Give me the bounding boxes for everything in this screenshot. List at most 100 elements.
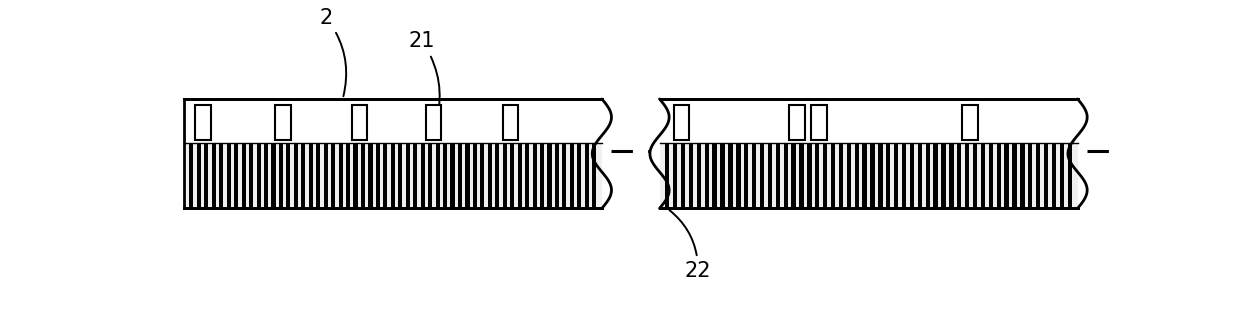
Bar [197, 144, 201, 207]
Bar [737, 144, 740, 207]
Bar [346, 144, 350, 207]
Bar [838, 144, 843, 207]
Bar [1068, 144, 1071, 207]
Bar [205, 144, 208, 207]
Bar [249, 144, 253, 207]
Bar [713, 144, 717, 207]
Bar [660, 99, 1078, 143]
Bar [957, 144, 961, 207]
Bar [548, 144, 552, 207]
Bar [1044, 144, 1048, 207]
Bar [760, 144, 764, 207]
Bar [502, 144, 507, 207]
Bar [847, 144, 851, 207]
Bar [272, 144, 275, 207]
Bar [539, 144, 544, 207]
Bar [665, 144, 670, 207]
Bar [234, 144, 238, 207]
Text: 22: 22 [670, 210, 712, 281]
Bar [751, 144, 756, 207]
Bar [1037, 144, 1040, 207]
Bar [495, 144, 500, 207]
Bar [863, 144, 867, 207]
Bar [316, 144, 320, 207]
Bar [925, 144, 930, 207]
Bar [413, 144, 418, 207]
Bar [532, 144, 537, 207]
Bar [1012, 144, 1017, 207]
Bar [331, 144, 335, 207]
Bar [800, 144, 804, 207]
Bar [242, 144, 246, 207]
Bar [324, 144, 327, 207]
Text: 2: 2 [320, 7, 346, 96]
Bar [517, 144, 522, 207]
Bar [227, 144, 231, 207]
Bar [593, 144, 596, 207]
Bar [681, 144, 686, 207]
Bar [570, 144, 574, 207]
Bar [487, 144, 492, 207]
Bar [391, 144, 394, 207]
Bar [398, 144, 402, 207]
Bar [870, 144, 874, 207]
Bar [184, 143, 601, 208]
Bar [339, 144, 342, 207]
Bar [275, 105, 290, 140]
Bar [962, 105, 977, 140]
Bar [997, 144, 1001, 207]
Bar [950, 144, 954, 207]
Bar [585, 144, 589, 207]
Bar [815, 144, 820, 207]
Bar [309, 144, 312, 207]
Bar [981, 144, 985, 207]
Bar [1028, 144, 1033, 207]
Bar [901, 144, 906, 207]
Bar [1060, 144, 1064, 207]
Bar [286, 144, 290, 207]
Bar [219, 144, 223, 207]
Bar [697, 144, 701, 207]
Bar [688, 144, 693, 207]
Bar [831, 144, 836, 207]
Bar [301, 144, 305, 207]
Bar [465, 144, 470, 207]
Bar [525, 144, 529, 207]
Text: 21: 21 [409, 31, 440, 127]
Bar [973, 144, 977, 207]
Bar [791, 144, 796, 207]
Bar [1004, 144, 1009, 207]
Bar [428, 144, 433, 207]
Bar [789, 105, 805, 140]
Bar [887, 144, 890, 207]
Bar [376, 144, 379, 207]
Bar [279, 144, 283, 207]
Bar [196, 105, 211, 140]
Bar [744, 144, 749, 207]
Bar [420, 144, 425, 207]
Bar [352, 105, 367, 140]
Bar [941, 144, 946, 207]
Bar [776, 144, 780, 207]
Bar [294, 144, 298, 207]
Bar [934, 144, 937, 207]
Bar [361, 144, 365, 207]
Bar [427, 105, 441, 140]
Bar [768, 144, 773, 207]
Bar [368, 144, 372, 207]
Bar [854, 144, 859, 207]
Bar [965, 144, 970, 207]
Bar [807, 144, 811, 207]
Bar [472, 144, 477, 207]
Bar [435, 144, 440, 207]
Bar [405, 144, 410, 207]
Bar [1021, 144, 1024, 207]
Bar [503, 105, 518, 140]
Bar [510, 144, 515, 207]
Bar [480, 144, 485, 207]
Bar [675, 105, 689, 140]
Bar [190, 144, 193, 207]
Bar [918, 144, 923, 207]
Bar [563, 144, 567, 207]
Bar [988, 144, 993, 207]
